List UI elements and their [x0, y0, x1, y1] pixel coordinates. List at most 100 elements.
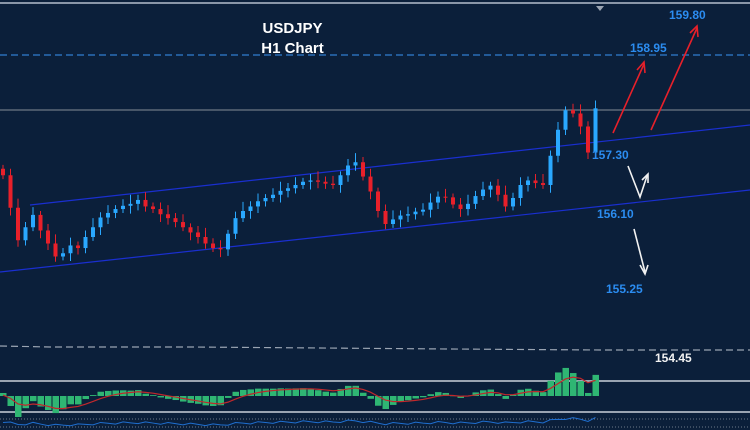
macd-bar: [262, 388, 269, 396]
candle: [46, 224, 50, 250]
candle-body: [151, 206, 155, 210]
macd-bar: [397, 396, 404, 402]
candle: [473, 190, 478, 210]
macd-bar: [382, 396, 389, 410]
macd-bar: [150, 395, 157, 396]
candle-body: [308, 180, 313, 182]
candle-body: [421, 209, 425, 212]
candle: [173, 212, 178, 228]
bullish-arrow-2: [650, 24, 699, 131]
candle: [323, 176, 328, 189]
candle: [503, 185, 508, 212]
candle-body: [143, 199, 148, 207]
candle-body: [91, 227, 95, 237]
macd-bar: [60, 396, 67, 410]
macd-bar: [457, 396, 464, 398]
macd-bar: [142, 393, 149, 396]
macd-bar: [367, 396, 374, 399]
candle: [541, 173, 545, 189]
macd-bar: [277, 388, 284, 396]
candle-body: [53, 243, 58, 257]
candle-body: [46, 230, 50, 244]
candle-body: [203, 237, 208, 244]
candle-body: [248, 206, 253, 211]
candle: [263, 194, 268, 207]
macd-bar: [570, 373, 577, 396]
macd-bar: [22, 396, 29, 409]
macd-bar: [307, 388, 314, 396]
candle: [361, 157, 365, 181]
candle: [233, 211, 238, 239]
candle: [83, 230, 88, 254]
macd-bar: [292, 388, 299, 396]
macd-bar: [442, 392, 449, 396]
candle-body: [368, 176, 373, 192]
candle: [196, 225, 200, 244]
candle: [346, 159, 350, 182]
candle-body: [113, 209, 118, 213]
candle-body: [38, 214, 43, 231]
candle: [241, 201, 245, 223]
macd-bar: [82, 396, 89, 400]
candle-body: [428, 202, 433, 210]
candle: [443, 188, 448, 203]
candle: [533, 173, 538, 189]
candle: [548, 150, 553, 193]
upper-channel-line: [29, 124, 750, 206]
candle-body: [443, 196, 448, 198]
candle: [8, 168, 13, 216]
candle-body: [346, 165, 350, 176]
bullish-arrow-1: [612, 60, 646, 134]
candle-body: [391, 219, 395, 224]
macd-bar: [337, 388, 344, 396]
macd-bar: [195, 396, 202, 404]
candle-body: [571, 110, 575, 114]
candle: [203, 227, 208, 249]
candle-body: [8, 175, 13, 208]
candle-body: [211, 243, 215, 249]
candle-body: [451, 197, 455, 205]
macd-bar: [270, 388, 277, 396]
level-label-158-95: 158.95: [630, 41, 667, 55]
scroll-marker-icon[interactable]: [596, 6, 604, 11]
macd-bar: [352, 385, 359, 396]
candle: [593, 100, 598, 158]
candle: [376, 187, 380, 218]
candle: [526, 176, 530, 192]
candle: [488, 181, 493, 198]
candle: [23, 222, 28, 246]
macd-bar: [592, 374, 599, 396]
candle-body: [233, 218, 238, 234]
candle: [421, 203, 425, 216]
candle: [413, 207, 418, 220]
macd-bar: [315, 390, 322, 396]
macd-signal-line: [2, 376, 596, 410]
candle-body: [218, 248, 223, 250]
candle-body: [316, 180, 320, 182]
candle: [301, 177, 305, 189]
macd-bar: [165, 396, 172, 399]
macd-bar: [495, 394, 502, 396]
pullback-arrow: [627, 165, 649, 200]
candle: [136, 194, 140, 211]
candle: [466, 194, 470, 216]
macd-bar: [37, 396, 44, 407]
candle-body: [556, 129, 560, 156]
candle: [278, 181, 283, 203]
macd-bar: [135, 390, 142, 396]
candle-body: [406, 214, 410, 216]
candle: [248, 201, 253, 219]
candle: [128, 194, 133, 214]
candle-body: [16, 207, 20, 241]
candle: [368, 168, 373, 200]
macd-bar: [300, 388, 307, 396]
candle: [586, 121, 590, 159]
macd-bar: [127, 390, 134, 396]
candle-body: [578, 113, 583, 127]
macd-bar: [540, 392, 547, 396]
candle: [451, 193, 455, 209]
candle-body: [293, 185, 298, 189]
macd-bar: [405, 396, 412, 401]
macd-bar: [15, 396, 22, 417]
